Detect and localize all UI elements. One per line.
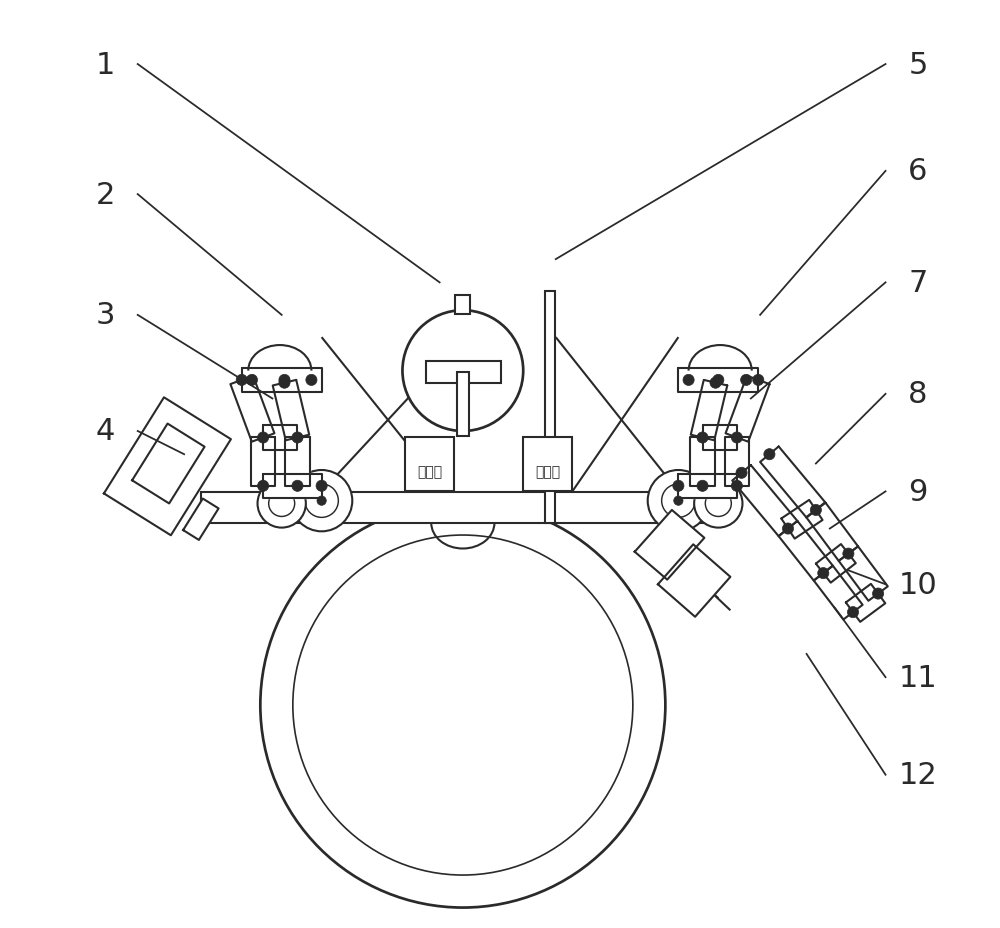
Text: 10: 10 bbox=[899, 570, 937, 599]
Circle shape bbox=[316, 481, 327, 492]
Circle shape bbox=[648, 470, 709, 532]
Circle shape bbox=[246, 375, 258, 386]
Circle shape bbox=[705, 491, 731, 517]
Polygon shape bbox=[242, 368, 322, 393]
Bar bbox=[405, 438, 454, 492]
Polygon shape bbox=[703, 426, 737, 450]
Polygon shape bbox=[691, 380, 727, 441]
Circle shape bbox=[843, 548, 854, 560]
Circle shape bbox=[258, 480, 306, 528]
Circle shape bbox=[306, 375, 317, 386]
Polygon shape bbox=[814, 566, 863, 620]
Circle shape bbox=[292, 481, 303, 492]
Circle shape bbox=[697, 481, 708, 492]
Circle shape bbox=[674, 496, 683, 506]
Circle shape bbox=[305, 484, 338, 518]
Circle shape bbox=[236, 375, 247, 386]
Text: 6: 6 bbox=[908, 157, 928, 187]
Polygon shape bbox=[816, 545, 856, 583]
Polygon shape bbox=[839, 547, 888, 601]
Polygon shape bbox=[690, 438, 715, 486]
Circle shape bbox=[260, 503, 665, 908]
Circle shape bbox=[753, 375, 764, 386]
Polygon shape bbox=[230, 376, 274, 443]
Polygon shape bbox=[263, 426, 297, 450]
Circle shape bbox=[662, 484, 695, 518]
Circle shape bbox=[402, 311, 523, 432]
Circle shape bbox=[683, 375, 694, 386]
Circle shape bbox=[741, 375, 752, 386]
Text: 2: 2 bbox=[95, 180, 115, 210]
Polygon shape bbox=[285, 438, 310, 486]
Polygon shape bbox=[726, 376, 770, 443]
Circle shape bbox=[694, 480, 742, 528]
Polygon shape bbox=[779, 522, 833, 581]
Polygon shape bbox=[806, 503, 858, 561]
Circle shape bbox=[782, 523, 794, 535]
Polygon shape bbox=[263, 474, 322, 498]
Text: 12: 12 bbox=[899, 760, 937, 790]
Polygon shape bbox=[846, 585, 885, 622]
Circle shape bbox=[731, 432, 742, 444]
Circle shape bbox=[279, 375, 290, 386]
Circle shape bbox=[291, 470, 352, 532]
Text: 7: 7 bbox=[908, 268, 928, 298]
Circle shape bbox=[258, 432, 269, 444]
Text: 4: 4 bbox=[95, 417, 115, 446]
Text: 陀螺义: 陀螺义 bbox=[417, 464, 442, 479]
Circle shape bbox=[731, 481, 742, 492]
Text: 11: 11 bbox=[899, 663, 937, 692]
Polygon shape bbox=[132, 424, 205, 504]
Polygon shape bbox=[183, 499, 219, 540]
Circle shape bbox=[736, 468, 747, 479]
Circle shape bbox=[269, 491, 295, 517]
Circle shape bbox=[317, 496, 326, 506]
Polygon shape bbox=[678, 368, 758, 393]
Circle shape bbox=[697, 432, 708, 444]
Text: 5: 5 bbox=[908, 50, 928, 80]
Bar bbox=[201, 493, 726, 523]
Circle shape bbox=[818, 568, 829, 579]
Bar bbox=[426, 362, 501, 383]
Circle shape bbox=[810, 505, 821, 516]
Bar bbox=[455, 296, 470, 315]
Polygon shape bbox=[678, 474, 737, 498]
Circle shape bbox=[258, 481, 269, 492]
Polygon shape bbox=[781, 500, 823, 539]
Polygon shape bbox=[732, 466, 797, 536]
Circle shape bbox=[764, 449, 775, 460]
Polygon shape bbox=[658, 545, 730, 617]
Circle shape bbox=[710, 378, 721, 389]
Circle shape bbox=[293, 535, 633, 875]
Circle shape bbox=[279, 378, 290, 389]
Text: 1: 1 bbox=[95, 50, 115, 80]
Circle shape bbox=[873, 588, 884, 599]
Text: 磁力计: 磁力计 bbox=[535, 464, 560, 479]
Polygon shape bbox=[104, 398, 231, 535]
Text: 3: 3 bbox=[95, 301, 115, 330]
Text: 8: 8 bbox=[908, 380, 928, 409]
Polygon shape bbox=[725, 438, 749, 486]
Polygon shape bbox=[273, 380, 309, 441]
Circle shape bbox=[673, 481, 684, 492]
Circle shape bbox=[292, 432, 303, 444]
Text: 9: 9 bbox=[908, 477, 928, 507]
Circle shape bbox=[713, 375, 724, 386]
Bar bbox=[523, 438, 572, 492]
Polygon shape bbox=[635, 510, 704, 580]
Bar bbox=[545, 291, 555, 523]
Polygon shape bbox=[251, 438, 275, 486]
Circle shape bbox=[847, 607, 859, 618]
Bar bbox=[457, 373, 469, 436]
Polygon shape bbox=[760, 447, 825, 518]
